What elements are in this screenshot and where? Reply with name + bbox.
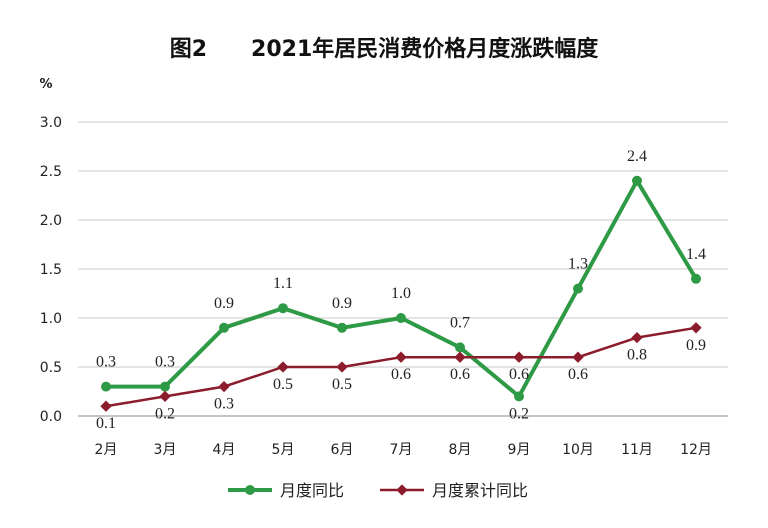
data-label: 0.2 xyxy=(509,405,529,422)
data-point xyxy=(277,361,289,373)
data-label: 0.9 xyxy=(686,337,706,354)
y-tick-label: 0.0 xyxy=(40,409,62,425)
data-label: 1.0 xyxy=(391,285,411,302)
data-label: 0.3 xyxy=(214,396,234,413)
legend-marker xyxy=(396,484,408,496)
data-point xyxy=(395,351,407,363)
data-label: 2.4 xyxy=(627,148,647,165)
data-point xyxy=(100,400,112,412)
data-point xyxy=(160,381,170,392)
data-label: 0.9 xyxy=(214,295,234,312)
data-label: 0.7 xyxy=(450,314,470,331)
data-point xyxy=(337,322,347,333)
series xyxy=(100,175,702,412)
data-label: 0.5 xyxy=(332,376,352,393)
y-ticks: 0.0 0.5 1.0 1.5 2.0 2.5 3.0 xyxy=(40,115,62,425)
data-label: 1.1 xyxy=(273,275,293,292)
y-tick-label: 3.0 xyxy=(40,115,62,131)
data-label: 0.6 xyxy=(568,366,588,383)
x-tick-label: 3月 xyxy=(154,442,177,458)
chart-title: 图2 2021年居民消费价格月度涨跌幅度 xyxy=(170,36,600,62)
data-label: 0.6 xyxy=(450,366,470,383)
data-point xyxy=(513,351,525,363)
data-label: 0.6 xyxy=(509,366,529,383)
y-tick-label: 0.5 xyxy=(40,360,62,376)
x-tick-label: 8月 xyxy=(449,442,472,458)
data-label: 0.8 xyxy=(627,347,647,364)
legend-marker xyxy=(245,485,255,495)
data-point xyxy=(632,175,642,186)
data-label: 0.3 xyxy=(155,354,175,371)
data-labels: 0.3 0.3 0.9 1.1 0.9 1.0 0.7 0.2 1.3 2.4 1.4 0.1 0.2 0… xyxy=(96,148,706,432)
y-tick-label: 2.5 xyxy=(40,164,62,180)
legend-label: 月度累计同比 xyxy=(432,481,528,500)
x-tick-label: 7月 xyxy=(390,442,413,458)
data-point xyxy=(159,390,171,403)
data-point xyxy=(101,381,111,392)
x-tick-label: 6月 xyxy=(331,442,354,458)
data-label: 0.3 xyxy=(96,354,116,371)
x-tick-label: 9月 xyxy=(508,442,531,458)
y-axis-label: % xyxy=(39,77,52,92)
data-point xyxy=(455,342,465,353)
x-tick-label: 4月 xyxy=(213,442,236,458)
data-label: 1.4 xyxy=(686,246,706,263)
x-tick-label: 11月 xyxy=(621,442,653,458)
y-tick-label: 1.0 xyxy=(40,311,62,327)
data-point xyxy=(572,351,584,363)
data-label: 0.5 xyxy=(273,376,293,393)
x-tick-label: 5月 xyxy=(272,442,295,458)
data-label: 0.1 xyxy=(96,415,116,432)
data-point xyxy=(631,331,643,344)
data-point xyxy=(691,273,701,284)
data-label: 0.9 xyxy=(332,295,352,312)
data-label: 1.3 xyxy=(568,256,588,273)
data-point xyxy=(454,351,466,363)
legend-label: 月度同比 xyxy=(280,481,344,500)
x-ticks: 2月 3月 4月 5月 6月 7月 8月 9月 10月 11月 12月 xyxy=(95,442,712,458)
data-label: 0.2 xyxy=(155,405,175,422)
legend: 月度同比 月度累计同比 xyxy=(228,481,528,500)
data-point xyxy=(396,313,406,323)
data-label: 0.6 xyxy=(391,366,411,383)
x-tick-label: 10月 xyxy=(562,442,594,458)
y-tick-label: 2.0 xyxy=(40,213,62,229)
data-point xyxy=(219,322,229,333)
x-tick-label: 12月 xyxy=(680,442,712,458)
data-point xyxy=(278,303,288,314)
data-point xyxy=(690,322,702,334)
x-tick-label: 2月 xyxy=(95,442,118,458)
data-point xyxy=(218,380,230,393)
data-point xyxy=(514,391,524,402)
data-point xyxy=(336,361,348,373)
y-tick-label: 1.5 xyxy=(40,262,62,278)
data-point xyxy=(573,283,583,294)
